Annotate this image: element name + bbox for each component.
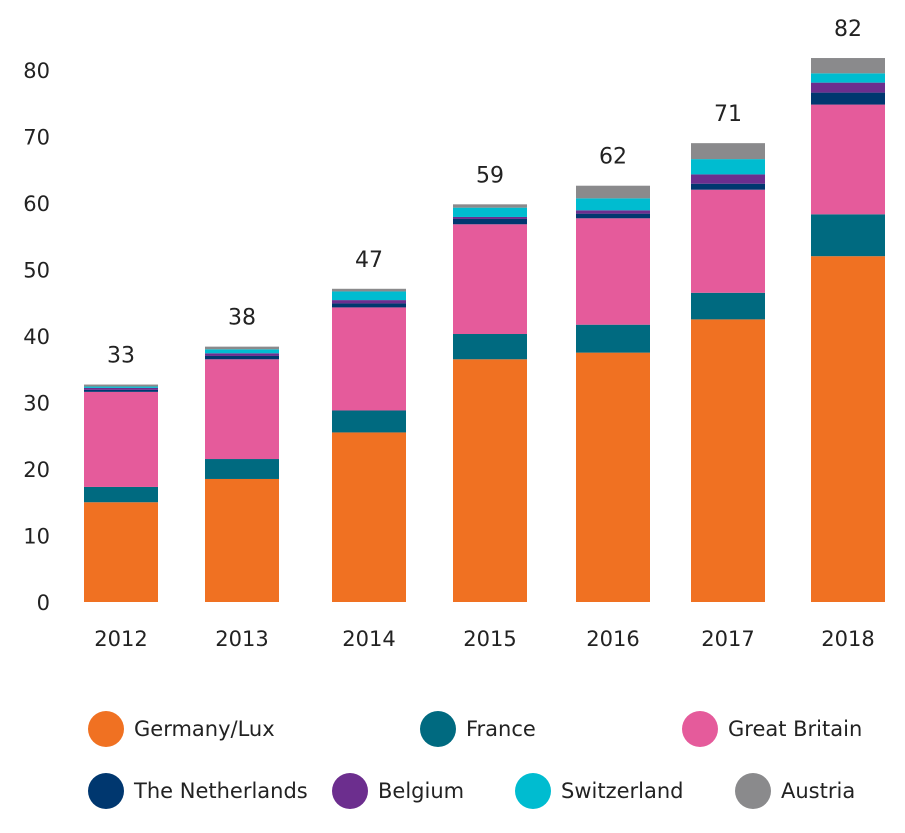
x-axis: 2012 2013 2014 2015 2016 2017 2018 <box>94 627 874 651</box>
bar-segment-germany-lux-2016 <box>576 352 650 602</box>
bars <box>84 58 885 602</box>
bar-segment-belgium-2014 <box>332 300 406 304</box>
legend-swatch <box>682 711 718 747</box>
x-tick-label: 2014 <box>342 627 395 651</box>
bar-total-label: 47 <box>355 248 383 273</box>
legend-swatch <box>88 711 124 747</box>
legend-label: Great Britain <box>728 717 863 741</box>
legend-item-austria: Austria <box>735 773 855 809</box>
bar-segment-austria-2012 <box>84 384 158 387</box>
bar-segment-belgium-2016 <box>576 210 650 214</box>
y-tick-label: 30 <box>23 392 50 416</box>
bar-segment-the-netherlands-2013 <box>205 355 279 360</box>
bar-total-label: 62 <box>599 145 627 170</box>
bar-totals: 33 38 47 59 62 71 82 <box>107 17 862 369</box>
legend-item-switzerland: Switzerland <box>515 773 684 809</box>
legend-swatch <box>420 711 456 747</box>
bar-segment-austria-2015 <box>453 204 527 208</box>
legend-label: Germany/Lux <box>134 717 275 741</box>
bar-segment-austria-2018 <box>811 58 885 74</box>
y-axis: 0 10 20 30 40 50 60 70 80 <box>23 59 50 615</box>
bar-segment-great-britain-2018 <box>811 104 885 215</box>
bar-segment-france-2012 <box>84 486 158 503</box>
y-tick-label: 20 <box>23 458 50 482</box>
bar-total-label: 59 <box>476 163 504 188</box>
bar-segment-austria-2014 <box>332 288 406 292</box>
bar-total-label: 71 <box>714 102 742 127</box>
bar-segment-germany-lux-2015 <box>453 359 527 602</box>
x-tick-label: 2017 <box>701 627 754 651</box>
bar-segment-the-netherlands-2014 <box>332 303 406 308</box>
y-tick-label: 80 <box>23 59 50 83</box>
legend-label: The Netherlands <box>134 779 308 803</box>
bar-segment-belgium-2018 <box>811 82 885 93</box>
legend-swatch <box>332 773 368 809</box>
y-tick-label: 70 <box>23 126 50 150</box>
bar-segment-the-netherlands-2012 <box>84 389 158 392</box>
y-tick-label: 10 <box>23 525 50 549</box>
bar-segment-the-netherlands-2017 <box>691 183 765 190</box>
bar-segment-germany-lux-2017 <box>691 319 765 602</box>
bar-segment-switzerland-2018 <box>811 73 885 83</box>
bar-segment-switzerland-2016 <box>576 198 650 211</box>
bar-segment-austria-2016 <box>576 185 650 199</box>
bar-segment-great-britain-2017 <box>691 189 765 293</box>
bar-segment-switzerland-2017 <box>691 159 765 175</box>
legend-label: Austria <box>781 779 856 803</box>
bar-segment-great-britain-2016 <box>576 218 650 325</box>
bar-segment-the-netherlands-2015 <box>453 218 527 225</box>
bar-segment-great-britain-2014 <box>332 307 406 411</box>
bar-segment-france-2016 <box>576 324 650 353</box>
x-tick-label: 2018 <box>821 627 874 651</box>
legend-item-great-britain: Great Britain <box>682 711 862 747</box>
bar-segment-switzerland-2014 <box>332 291 406 301</box>
bar-segment-france-2017 <box>691 292 765 320</box>
bar-segment-the-netherlands-2016 <box>576 213 650 219</box>
x-tick-label: 2016 <box>586 627 639 651</box>
bar-segment-belgium-2012 <box>84 387 158 390</box>
x-tick-label: 2015 <box>463 627 516 651</box>
bar-segment-great-britain-2013 <box>205 359 279 460</box>
legend-label: France <box>466 717 536 741</box>
bar-segment-great-britain-2015 <box>453 224 527 335</box>
bar-segment-germany-lux-2012 <box>84 502 158 602</box>
y-tick-label: 50 <box>23 259 50 283</box>
legend-item-germany-lux: Germany/Lux <box>88 711 275 747</box>
bar-segment-austria-2017 <box>691 143 765 160</box>
x-tick-label: 2013 <box>215 627 268 651</box>
bar-segment-germany-lux-2013 <box>205 478 279 602</box>
x-tick-label: 2012 <box>94 627 147 651</box>
y-tick-label: 0 <box>37 591 50 615</box>
legend-swatch <box>735 773 771 809</box>
legend-item-france: France <box>420 711 536 747</box>
bar-segment-belgium-2013 <box>205 353 279 356</box>
legend-swatch <box>515 773 551 809</box>
bar-segment-france-2018 <box>811 214 885 257</box>
bar-total-label: 33 <box>107 344 135 369</box>
bar-segment-great-britain-2012 <box>84 391 158 487</box>
bar-segment-germany-lux-2018 <box>811 256 885 602</box>
bar-total-label: 38 <box>228 306 256 331</box>
legend-swatch <box>88 773 124 809</box>
bar-segment-france-2015 <box>453 334 527 360</box>
legend-label: Belgium <box>378 779 465 803</box>
legend-item-the-netherlands: The Netherlands <box>88 773 308 809</box>
bar-segment-the-netherlands-2018 <box>811 92 885 105</box>
legend-label: Switzerland <box>561 779 684 803</box>
bar-total-label: 82 <box>834 17 862 42</box>
bar-segment-switzerland-2012 <box>84 386 158 388</box>
bar-segment-france-2013 <box>205 459 279 479</box>
y-tick-label: 60 <box>23 192 50 216</box>
legend-item-belgium: Belgium <box>332 773 464 809</box>
y-tick-label: 40 <box>23 325 50 349</box>
bar-segment-switzerland-2015 <box>453 207 527 217</box>
bar-segment-austria-2013 <box>205 346 279 350</box>
bar-segment-germany-lux-2014 <box>332 432 406 602</box>
bar-segment-switzerland-2013 <box>205 349 279 354</box>
bar-segment-france-2014 <box>332 410 406 433</box>
bar-segment-belgium-2017 <box>691 174 765 184</box>
bar-segment-belgium-2015 <box>453 216 527 219</box>
